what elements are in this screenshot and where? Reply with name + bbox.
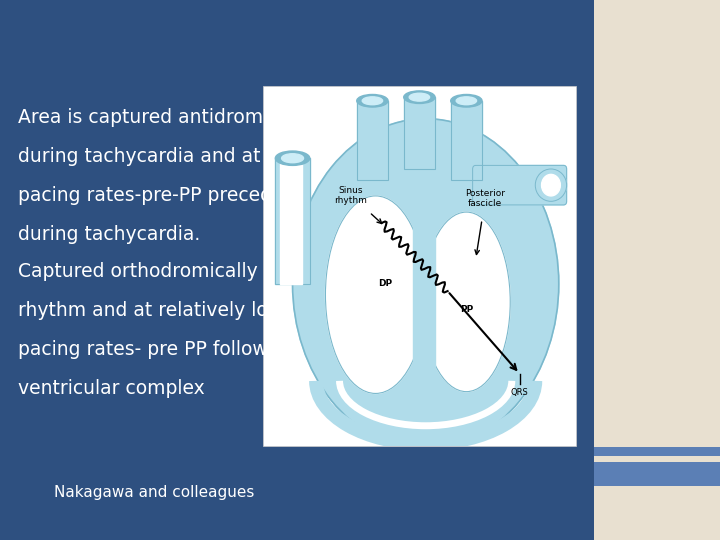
Text: DP: DP <box>378 279 392 288</box>
Bar <box>275 158 310 284</box>
Ellipse shape <box>541 174 560 196</box>
Polygon shape <box>413 176 435 402</box>
Bar <box>594 462 720 486</box>
Bar <box>404 97 435 169</box>
Bar <box>280 158 302 284</box>
Ellipse shape <box>535 169 567 201</box>
Text: PP: PP <box>460 305 473 314</box>
Bar <box>357 101 388 180</box>
Bar <box>594 447 720 456</box>
Ellipse shape <box>357 94 388 107</box>
Bar <box>275 158 310 284</box>
Text: pacing rates-pre-PP precedes PP: pacing rates-pre-PP precedes PP <box>18 186 322 205</box>
Ellipse shape <box>275 151 310 165</box>
Text: QRS: QRS <box>510 388 528 397</box>
Text: Captured orthodromically in sinus: Captured orthodromically in sinus <box>18 262 336 281</box>
Text: Nakagawa and colleagues: Nakagawa and colleagues <box>54 484 254 500</box>
Text: rhythm and at relatively lower: rhythm and at relatively lower <box>18 301 302 320</box>
Text: ventricular complex: ventricular complex <box>18 379 204 397</box>
Ellipse shape <box>292 119 559 449</box>
Bar <box>263 86 576 446</box>
Bar <box>451 101 482 180</box>
Bar <box>594 0 720 540</box>
Text: Posterior
fascicle: Posterior fascicle <box>465 189 505 208</box>
Ellipse shape <box>423 212 510 392</box>
Text: Sinus
rhythm: Sinus rhythm <box>334 186 367 205</box>
Text: pacing rates- pre PP follows: pacing rates- pre PP follows <box>18 340 278 359</box>
Ellipse shape <box>404 91 435 104</box>
Text: during tachycardia.: during tachycardia. <box>18 225 200 244</box>
Bar <box>404 97 435 169</box>
Ellipse shape <box>282 154 304 163</box>
Ellipse shape <box>325 196 426 394</box>
Ellipse shape <box>409 93 430 101</box>
Bar <box>451 101 482 180</box>
Text: during tachycardia and at higher: during tachycardia and at higher <box>18 147 327 166</box>
Text: Area is captured antidromically: Area is captured antidromically <box>18 108 311 127</box>
Ellipse shape <box>362 97 382 105</box>
FancyBboxPatch shape <box>472 165 567 205</box>
Bar <box>357 101 388 180</box>
Ellipse shape <box>456 97 477 105</box>
Ellipse shape <box>451 94 482 107</box>
